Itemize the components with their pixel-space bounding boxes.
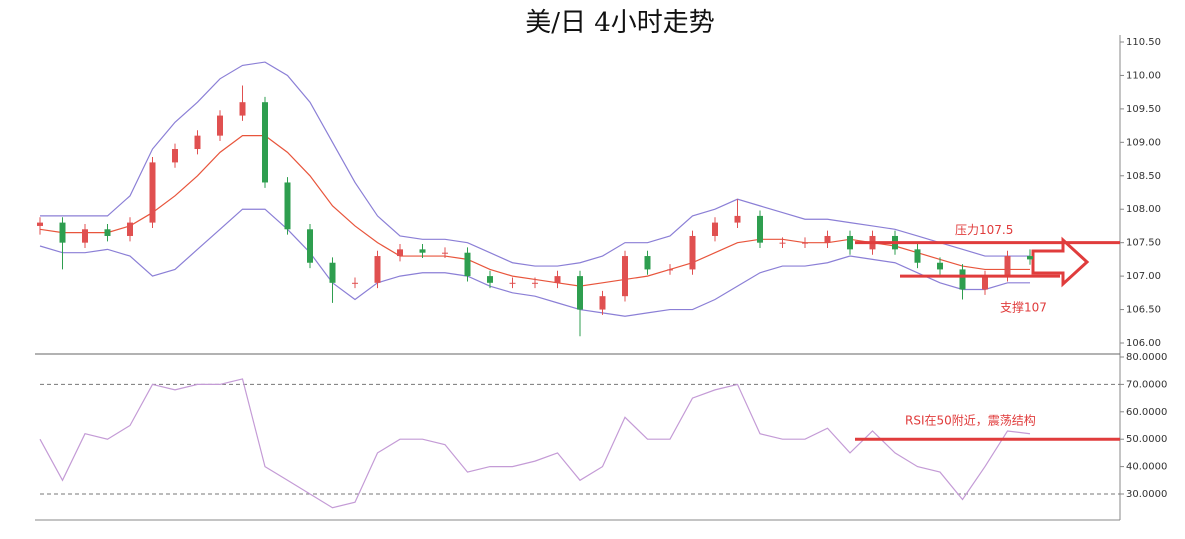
candle-body [172,149,178,163]
candle-body [149,162,156,223]
candle-body [847,235,853,250]
candle-body [1004,256,1011,277]
y-tick-label: 110.50 [1126,37,1161,48]
y-tick-label: 40.0000 [1126,462,1167,473]
candle-body [464,252,471,277]
candle-body [1027,256,1033,260]
band-line [39,208,1030,317]
candle-body [397,249,403,257]
candle-body [509,282,516,284]
y-tick-label: 108.00 [1126,204,1161,215]
y-tick-label: 107.00 [1126,271,1161,282]
candle-body [554,276,561,283]
y-tick-label: 106.50 [1126,305,1161,316]
candle-body [374,256,381,283]
y-tick-label: 107.50 [1126,238,1161,249]
candle-body [644,256,651,270]
candle-body [779,242,786,244]
rsi-line [39,378,1031,509]
candle-body [194,135,201,150]
candle-body [577,276,583,310]
band-line [40,61,1030,267]
chart-title: 美/日 4小时走势 [525,8,715,38]
candle-body [802,242,808,244]
arrow [1031,236,1090,288]
band-line [39,135,1030,287]
y-tick-label: 109.50 [1126,104,1161,115]
candle-body [239,102,246,116]
y-tick-label: 108.50 [1126,171,1161,182]
candle-body [757,215,763,243]
candle-body [487,276,493,283]
candle-body [104,229,111,236]
candle-body [127,222,133,236]
y-tick-label: 109.00 [1126,137,1161,148]
y-tick-label: 50.0000 [1126,434,1167,445]
candle-body [599,296,606,310]
candle-body [532,282,538,284]
candle-body [442,252,448,254]
candle-body [914,249,921,263]
candle-body [712,222,718,236]
candle-body [284,182,291,230]
candle-body [82,229,88,243]
candle-body [734,215,741,223]
candle-body [307,229,313,263]
y-tick-label: 110.00 [1126,70,1161,81]
candle-body [982,276,988,290]
y-tick-label: 70.0000 [1126,379,1167,390]
candle-body [352,282,358,284]
candle-body [217,115,223,136]
candle-body [824,235,831,243]
candle-body [689,235,696,270]
candle-body [959,269,966,290]
y-tick-label: 60.0000 [1126,407,1167,418]
candle-body [622,256,628,297]
candle-body [419,249,426,253]
y-tick-label: 80.0000 [1126,352,1167,363]
candle-body [59,222,66,243]
candle-body [667,269,673,271]
candle-body [937,262,943,270]
annotation: 压力107.5 [955,223,1013,237]
annotation: 支撑107 [1000,300,1047,315]
candle-body [329,262,336,283]
candle-body [262,102,268,183]
candle-body [37,222,43,226]
annotation: RSI在50附近，震荡结构 [905,413,1036,428]
y-tick-label: 106.00 [1126,338,1161,349]
y-tick-label: 30.0000 [1126,489,1167,500]
